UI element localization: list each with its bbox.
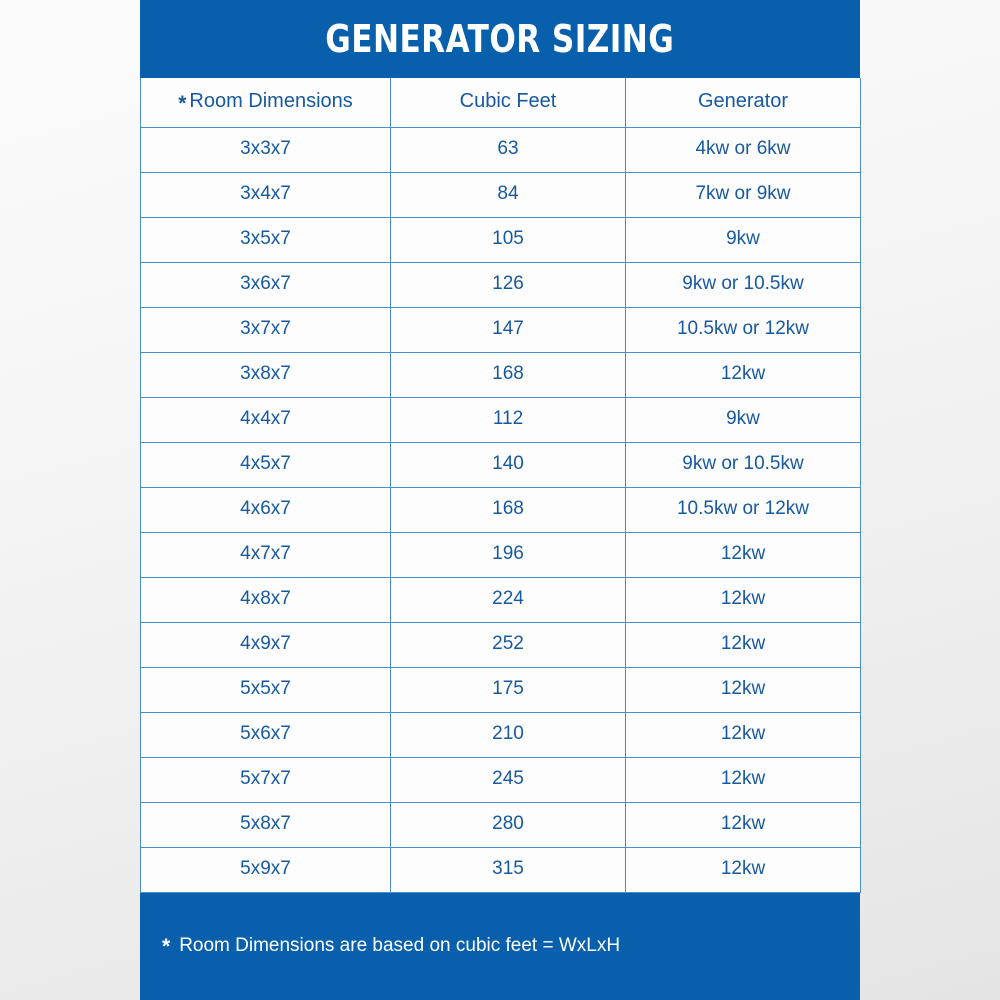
cell-cubic-feet: 126 bbox=[390, 261, 626, 308]
table-row: 4x7x7 196 12kw bbox=[140, 531, 861, 578]
cell-generator: 9kw or 10.5kw bbox=[625, 261, 861, 308]
cell-generator: 12kw bbox=[625, 666, 861, 713]
table-body: 3x3x7 63 4kw or 6kw 3x4x7 84 7kw or 9kw 3x5x7 1… bbox=[140, 126, 861, 893]
footnote-label: Room Dimensions are based on cubic feet … bbox=[179, 934, 621, 956]
cell-generator: 10.5kw or 12kw bbox=[625, 306, 861, 353]
table-row: 4x4x7 112 9kw bbox=[140, 396, 861, 443]
cell-generator: 10.5kw or 12kw bbox=[625, 486, 861, 533]
cell-cubic-feet: 252 bbox=[390, 621, 626, 668]
footnote-banner: * Room Dimensions are based on cubic fee… bbox=[140, 892, 860, 1000]
cell-generator: 12kw bbox=[625, 711, 861, 758]
cell-cubic-feet: 168 bbox=[390, 351, 626, 398]
table-row: 3x5x7 105 9kw bbox=[140, 216, 861, 263]
cell-dimensions: 5x5x7 bbox=[140, 666, 391, 713]
table-row: 5x9x7 315 12kw bbox=[140, 846, 861, 893]
cell-cubic-feet: 210 bbox=[390, 711, 626, 758]
cell-generator: 4kw or 6kw bbox=[625, 126, 861, 173]
cell-cubic-feet: 105 bbox=[390, 216, 626, 263]
table-header: * Room Dimensions Cubic Feet Generator bbox=[140, 78, 861, 128]
cell-generator: 7kw or 9kw bbox=[625, 171, 861, 218]
generator-sizing-card: GENERATOR SIZING * Room Dimensions Cubic… bbox=[140, 0, 861, 1000]
cell-dimensions: 3x6x7 bbox=[140, 261, 391, 308]
table-row: 5x8x7 280 12kw bbox=[140, 801, 861, 848]
cell-generator: 12kw bbox=[625, 531, 861, 578]
column-header-room-dimensions-label: Room Dimensions bbox=[189, 89, 353, 112]
cell-generator: 12kw bbox=[625, 576, 861, 623]
title-banner: GENERATOR SIZING bbox=[140, 0, 860, 78]
cell-dimensions: 3x4x7 bbox=[140, 171, 391, 218]
table-row: 5x6x7 210 12kw bbox=[140, 711, 861, 758]
cell-dimensions: 3x3x7 bbox=[140, 126, 391, 173]
cell-cubic-feet: 63 bbox=[390, 126, 626, 173]
table-row: 4x6x7 168 10.5kw or 12kw bbox=[140, 486, 861, 533]
cell-generator: 12kw bbox=[625, 846, 861, 893]
page-title: GENERATOR SIZING bbox=[325, 17, 675, 61]
asterisk-icon: * bbox=[178, 91, 187, 115]
cell-generator: 9kw bbox=[625, 216, 861, 263]
table-row: 4x5x7 140 9kw or 10.5kw bbox=[140, 441, 861, 488]
table-row: 3x8x7 168 12kw bbox=[140, 351, 861, 398]
cell-dimensions: 4x9x7 bbox=[140, 621, 391, 668]
table-row: 3x3x7 63 4kw or 6kw bbox=[140, 126, 861, 173]
table-row: 5x5x7 175 12kw bbox=[140, 666, 861, 713]
cell-generator: 12kw bbox=[625, 621, 861, 668]
cell-dimensions: 4x5x7 bbox=[140, 441, 391, 488]
cell-cubic-feet: 196 bbox=[390, 531, 626, 578]
table-row: 3x7x7 147 10.5kw or 12kw bbox=[140, 306, 861, 353]
cell-dimensions: 5x6x7 bbox=[140, 711, 391, 758]
cell-cubic-feet: 315 bbox=[390, 846, 626, 893]
cell-cubic-feet: 168 bbox=[390, 486, 626, 533]
cell-cubic-feet: 147 bbox=[390, 306, 626, 353]
cell-generator: 9kw or 10.5kw bbox=[625, 441, 861, 488]
cell-dimensions: 4x6x7 bbox=[140, 486, 391, 533]
cell-cubic-feet: 280 bbox=[390, 801, 626, 848]
cell-dimensions: 5x9x7 bbox=[140, 846, 391, 893]
cell-dimensions: 4x4x7 bbox=[140, 396, 391, 443]
table-row: 5x7x7 245 12kw bbox=[140, 756, 861, 803]
cell-dimensions: 4x8x7 bbox=[140, 576, 391, 623]
cell-dimensions: 5x8x7 bbox=[140, 801, 391, 848]
table-header-row: * Room Dimensions Cubic Feet Generator bbox=[140, 78, 861, 128]
cell-generator: 12kw bbox=[625, 756, 861, 803]
cell-dimensions: 4x7x7 bbox=[140, 531, 391, 578]
table-row: 3x4x7 84 7kw or 9kw bbox=[140, 171, 861, 218]
cell-generator: 12kw bbox=[625, 801, 861, 848]
cell-dimensions: 3x8x7 bbox=[140, 351, 391, 398]
cell-cubic-feet: 175 bbox=[390, 666, 626, 713]
asterisk-icon: * bbox=[162, 934, 171, 958]
cell-cubic-feet: 84 bbox=[390, 171, 626, 218]
column-header-generator: Generator bbox=[625, 78, 861, 128]
cell-cubic-feet: 112 bbox=[390, 396, 626, 443]
cell-generator: 9kw bbox=[625, 396, 861, 443]
generator-sizing-table: * Room Dimensions Cubic Feet Generator 3… bbox=[140, 78, 861, 893]
footnote: * Room Dimensions are based on cubic fee… bbox=[162, 933, 621, 958]
cell-dimensions: 3x5x7 bbox=[140, 216, 391, 263]
table-row: 3x6x7 126 9kw or 10.5kw bbox=[140, 261, 861, 308]
cell-cubic-feet: 245 bbox=[390, 756, 626, 803]
column-header-room-dimensions: * Room Dimensions bbox=[140, 78, 391, 128]
cell-cubic-feet: 140 bbox=[390, 441, 626, 488]
table-row: 4x8x7 224 12kw bbox=[140, 576, 861, 623]
cell-generator: 12kw bbox=[625, 351, 861, 398]
column-header-cubic-feet: Cubic Feet bbox=[390, 78, 626, 128]
cell-dimensions: 3x7x7 bbox=[140, 306, 391, 353]
cell-cubic-feet: 224 bbox=[390, 576, 626, 623]
table-row: 4x9x7 252 12kw bbox=[140, 621, 861, 668]
cell-dimensions: 5x7x7 bbox=[140, 756, 391, 803]
